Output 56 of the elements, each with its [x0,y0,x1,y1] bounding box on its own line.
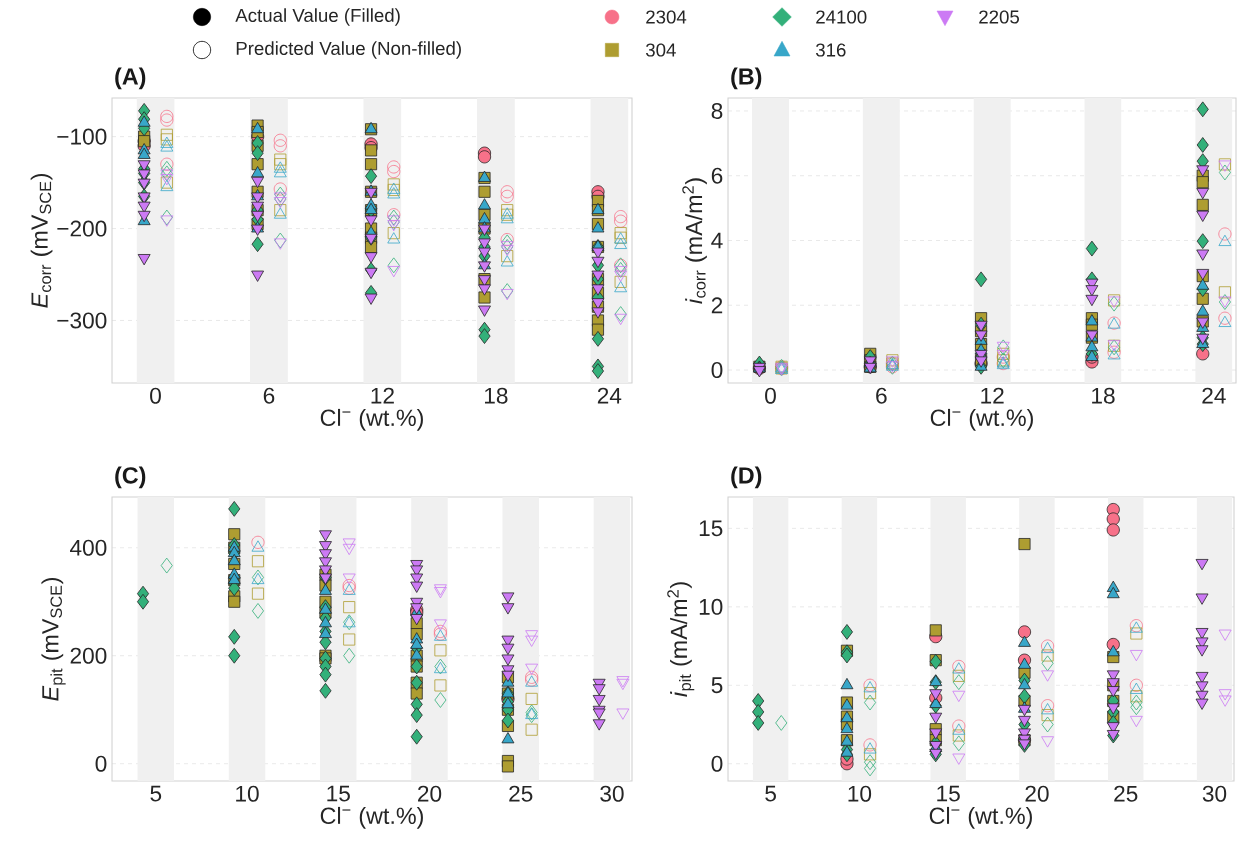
x-axis-title: Cl$^{−}$ (wt.%) [320,408,423,431]
x-tick-label: 0 [765,387,776,404]
legend-label: 304 [645,43,676,57]
y-tick-label: 6 [711,167,723,184]
chart-title: (D) [731,466,762,489]
y-tick-label: 0 [95,755,107,772]
x-tick-label: 6 [263,387,275,404]
x-tick-label: 6 [876,387,887,404]
x-tick-label: 25 [1114,785,1138,802]
legend-label: 24100 [816,10,867,24]
x-tick-label: 15 [937,785,960,802]
chart-title: (B) [731,67,762,90]
x-tick-label: 30 [600,785,624,802]
text: Predicted Value (Non-filled) [236,41,461,59]
y-tick-label: 4 [711,232,723,249]
y-tick-label: 400 [70,539,107,556]
y-axis-title: i$_{corr}$ (mA/m$^{2}$) [682,178,707,304]
legend-label: 2205 [979,10,1020,24]
x-tick-label: 5 [765,785,776,802]
x-tick-label: 30 [1202,785,1227,802]
x-tick-label: 18 [1092,387,1115,404]
y-tick-label: −100 [57,128,107,145]
y-tick-label: −200 [57,220,107,237]
chart-title: (C) [115,466,146,489]
y-tick-label: 5 [711,677,723,694]
x-tick-label: 0 [150,387,161,404]
x-tick-label: 15 [327,785,350,802]
x-tick-label: 25 [509,785,533,802]
y-axis-title: i$_{pit}$ (mA/m$^{2}$) [667,582,695,697]
y-tick-label: 0 [711,362,723,379]
x-tick-label: 12 [371,387,394,404]
chart-title: (A) [115,67,146,90]
x-tick-label: 5 [150,785,162,802]
y-tick-label: −300 [57,312,107,329]
x-axis-title: Cl$^{−}$ (wt.%) [930,408,1033,431]
x-tick-label: 20 [1025,785,1049,802]
y-tick-label: 10 [699,598,723,615]
y-tick-label: 15 [699,520,723,537]
legend-label: 2304 [646,10,687,24]
x-tick-label: 12 [981,387,1004,404]
x-tick-label: 18 [484,387,508,404]
legend-label: 316 [815,43,846,57]
x-axis-title: Cl$^{−}$ (wt.%) [929,806,1032,829]
x-tick-label: 24 [597,387,622,404]
x-tick-label: 10 [236,785,259,802]
y-axis-title: E$_{corr}$ (mV$_{SCE}$) [30,174,53,308]
y-tick-label: 2 [711,297,723,314]
text: Actual Value (Filled) [235,8,400,26]
y-tick-label: 0 [711,755,723,772]
x-axis-title: Cl$^{−}$ (wt.%) [320,806,423,829]
x-tick-label: 24 [1202,387,1226,404]
y-tick-label: 8 [711,102,723,119]
y-tick-label: 200 [70,647,107,664]
x-tick-label: 10 [848,785,872,802]
y-axis-title: E$_{pit}$ (mV$_{SCE}$) [41,577,66,701]
x-tick-label: 20 [418,785,442,802]
